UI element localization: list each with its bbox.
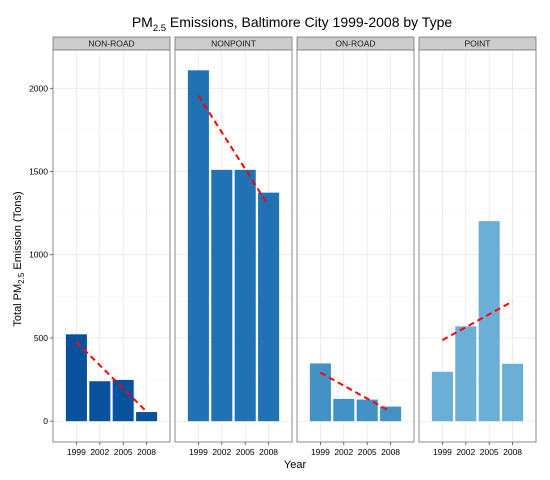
bar	[455, 326, 477, 422]
x-tick-label: 2005	[480, 447, 499, 457]
x-tick-label: 2008	[503, 447, 522, 457]
bar	[65, 334, 87, 422]
facet-label: NON-ROAD	[88, 39, 134, 49]
x-tick-label: 2005	[114, 447, 133, 457]
x-tick-label: 2005	[236, 447, 255, 457]
bar	[431, 371, 453, 422]
bar	[333, 398, 355, 422]
title-subscript: 2.5	[153, 23, 166, 34]
bar	[112, 379, 134, 422]
bar	[187, 70, 209, 422]
y-axis-title: Total PM2.5 Emission (Tons)	[12, 191, 26, 326]
bar	[136, 412, 158, 422]
facet-label: ON-ROAD	[335, 39, 375, 49]
bar	[89, 381, 111, 422]
x-tick-label: 2002	[212, 447, 231, 457]
trend-line	[319, 371, 392, 413]
y-title-rest: Emission (Tons)	[12, 191, 24, 272]
facet-panels: NON-ROAD 1999 2002 2005 2008 NONPOINT 1999 2002…	[52, 36, 537, 457]
y-tick-label: 500	[34, 333, 48, 343]
panel-border	[52, 49, 171, 443]
x-axis-title: Year	[284, 459, 307, 471]
x-tick-label: 2005	[358, 447, 377, 457]
y-title-main: Total PM	[12, 284, 24, 327]
y-tick-label: 1000	[29, 250, 48, 260]
x-tick-label: 2002	[90, 447, 109, 457]
bar	[309, 363, 331, 422]
y-axis: 0 500 1000 1500 2000	[29, 83, 53, 426]
x-tick-label: 2008	[381, 447, 400, 457]
facet-panel: ON-ROAD 1999 2002 2005 2008	[296, 36, 415, 457]
bar	[356, 399, 378, 422]
facet-panel: NONPOINT 1999 2002 2005 2008	[174, 36, 293, 457]
bar	[211, 169, 233, 422]
x-tick-label: 1999	[67, 447, 86, 457]
y-tick-label: 2000	[29, 83, 48, 93]
facet-label: POINT	[465, 39, 491, 49]
facet-label: NONPOINT	[211, 39, 256, 49]
x-tick-label: 2002	[456, 447, 475, 457]
panel-border	[418, 49, 537, 443]
bar	[478, 221, 500, 422]
trend-line	[75, 341, 148, 413]
facet-panel: NON-ROAD 1999 2002 2005 2008	[52, 36, 171, 457]
y-tick-label: 0	[43, 416, 48, 426]
x-tick-label: 2008	[137, 447, 156, 457]
facet-panel: POINT 1999 2002 2005 2008	[418, 36, 537, 457]
x-tick-label: 2008	[259, 447, 278, 457]
trend-line	[441, 300, 514, 341]
trend-line	[197, 95, 270, 207]
title-main: PM	[132, 14, 153, 30]
chart-title: PM2.5 Emissions, Baltimore City 1999-200…	[132, 14, 453, 34]
y-tick-label: 1500	[29, 167, 48, 177]
x-tick-label: 2002	[334, 447, 353, 457]
x-tick-label: 1999	[433, 447, 452, 457]
x-tick-label: 1999	[189, 447, 208, 457]
panel-border	[174, 49, 293, 443]
title-rest: Emissions, Baltimore City 1999-2008 by T…	[166, 14, 452, 30]
bar	[380, 406, 402, 422]
panel-border	[296, 49, 415, 443]
bar	[502, 363, 524, 422]
bar	[234, 169, 256, 422]
x-tick-label: 1999	[311, 447, 330, 457]
y-title-subscript: 2.5	[17, 272, 26, 284]
bar	[258, 192, 280, 422]
